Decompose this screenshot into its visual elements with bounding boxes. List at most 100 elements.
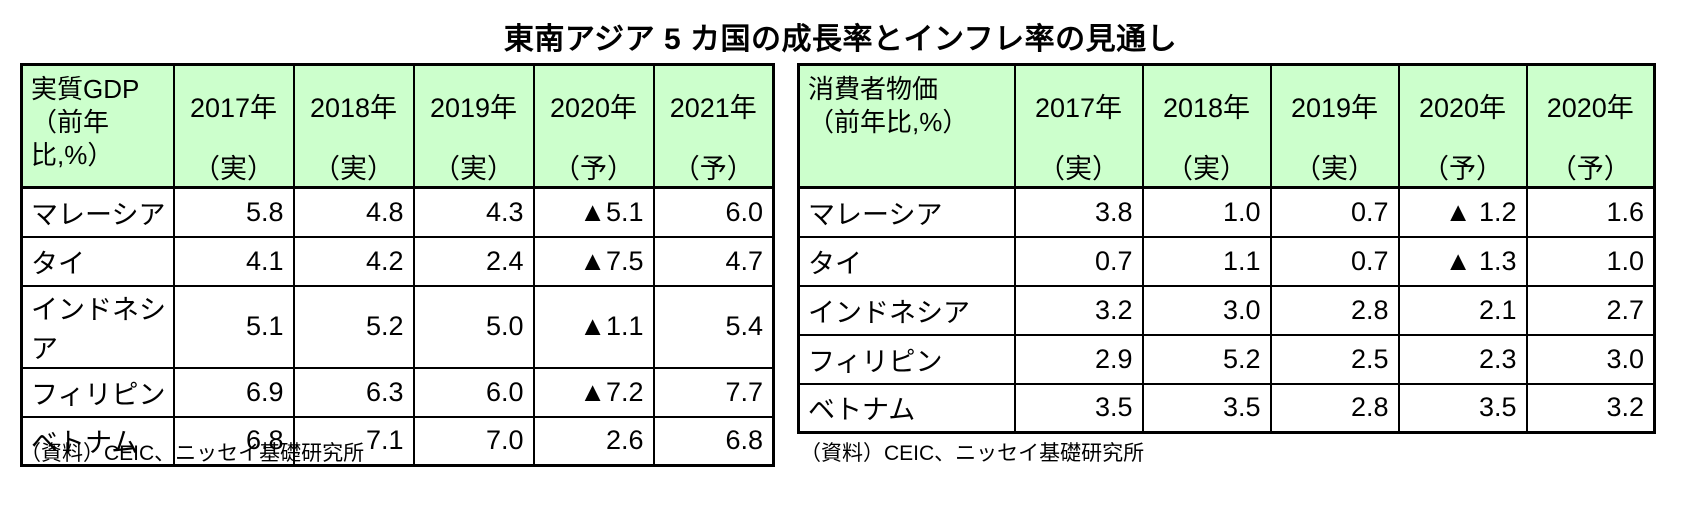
- value-cell: 3.8: [1013, 186, 1144, 238]
- actual-forecast-mark: （予）: [1422, 154, 1503, 184]
- value-cell: 6.9: [172, 366, 295, 418]
- country-name-cell: マレーシア: [797, 186, 1016, 238]
- actual-forecast-mark: （実）: [1294, 154, 1375, 184]
- value-cell: 5.2: [292, 284, 415, 369]
- year-column-header: 2020年 （予）: [532, 63, 655, 189]
- value-cell: 1.1: [1141, 235, 1272, 287]
- value-cell: 1.6: [1525, 186, 1656, 238]
- country-name-cell: インドネシア: [20, 284, 175, 369]
- value-cell: 6.8: [652, 415, 775, 467]
- value-cell: ▲ 1.3: [1397, 235, 1528, 287]
- figure-title: 東南アジア 5 カ国の成長率とインフレ率の見通し: [503, 23, 1178, 56]
- year-label: 2020年: [1418, 93, 1507, 123]
- value-cell: 3.2: [1525, 382, 1656, 434]
- value-cell: 2.1: [1397, 284, 1528, 336]
- value-cell: 5.8: [172, 186, 295, 238]
- value-cell: 5.0: [412, 284, 535, 369]
- value-cell: 2.8: [1269, 382, 1400, 434]
- value-cell: 2.3: [1397, 333, 1528, 385]
- source-note: （資料）CEIC、ニッセイ基礎研究所: [20, 442, 365, 465]
- actual-forecast-mark: （予）: [553, 154, 634, 184]
- table-row: タイ 0.7 1.1 0.7 ▲ 1.3 1.0: [797, 235, 1656, 287]
- year-column-header: 2021年 （予）: [652, 63, 775, 189]
- actual-forecast-mark: （実）: [193, 154, 274, 184]
- value-cell: 4.8: [292, 186, 415, 238]
- year-column-header: 2020年 （予）: [1525, 63, 1656, 189]
- country-name-cell: フィリピン: [20, 366, 175, 418]
- table-title-line1: 消費者物価: [808, 74, 939, 104]
- actual-forecast-mark: （実）: [1166, 154, 1247, 184]
- value-cell: 2.9: [1013, 333, 1144, 385]
- year-label: 2017年: [189, 93, 278, 123]
- table-row: フィリピン 2.9 5.2 2.5 2.3 3.0: [797, 333, 1656, 385]
- value-cell: 2.4: [412, 235, 535, 287]
- consumer-prices-table: 消費者物価 （前年比,%） 2017年 （実） 2018年 （実） 2019年 …: [797, 63, 1656, 434]
- value-cell: 5.2: [1141, 333, 1272, 385]
- table-title-line2: （前年比,%）: [808, 107, 969, 137]
- year-column-header: 2017年 （実）: [1013, 63, 1144, 189]
- table-title-line2: （前年比,%）: [31, 107, 114, 170]
- table-row: マレーシア 3.8 1.0 0.7 ▲ 1.2 1.6: [797, 186, 1656, 238]
- country-name-cell: インドネシア: [797, 284, 1016, 336]
- year-label: 2019年: [1290, 93, 1379, 123]
- table-row: マレーシア 5.8 4.8 4.3 ▲5.1 6.0: [20, 186, 775, 238]
- year-label: 2020年: [549, 93, 638, 123]
- table-row: フィリピン 6.9 6.3 6.0 ▲7.2 7.7: [20, 366, 775, 418]
- table-row: ベトナム 6.8 7.1 7.0 2.6 6.8: [20, 415, 775, 467]
- table-corner-label: 消費者物価 （前年比,%）: [797, 63, 1016, 189]
- value-cell: 3.5: [1141, 382, 1272, 434]
- value-cell: 2.7: [1525, 284, 1656, 336]
- country-name-cell: フィリピン: [797, 333, 1016, 385]
- value-cell: 0.7: [1013, 235, 1144, 287]
- value-cell: ▲5.1: [532, 186, 655, 238]
- actual-forecast-mark: （実）: [1038, 154, 1119, 184]
- value-cell: 7.0: [412, 415, 535, 467]
- actual-forecast-mark: （予）: [672, 154, 754, 184]
- value-cell: 6.3: [292, 366, 415, 418]
- year-column-header: 2018年 （実）: [1141, 63, 1272, 189]
- value-cell: 7.1: [292, 415, 415, 467]
- actual-forecast-mark: （予）: [1549, 154, 1631, 184]
- country-name-cell: タイ: [20, 235, 175, 287]
- year-label: 2020年: [1546, 93, 1634, 123]
- value-cell: 1.0: [1141, 186, 1272, 238]
- table-corner-label: 実質GDP （前年比,%）: [20, 63, 175, 189]
- value-cell: 3.0: [1525, 333, 1656, 385]
- value-cell: 0.7: [1269, 235, 1400, 287]
- table-row: タイ 4.1 4.2 2.4 ▲7.5 4.7: [20, 235, 775, 287]
- year-label: 2019年: [429, 93, 518, 123]
- year-label: 2018年: [309, 93, 398, 123]
- value-cell: ▲7.5: [532, 235, 655, 287]
- value-cell: 5.1: [172, 284, 295, 369]
- header-row: 消費者物価 （前年比,%） 2017年 （実） 2018年 （実） 2019年 …: [797, 63, 1656, 189]
- table-row: インドネシア 3.2 3.0 2.8 2.1 2.7: [797, 284, 1656, 336]
- value-cell: 5.4: [652, 284, 775, 369]
- year-label: 2021年: [669, 93, 757, 123]
- value-cell: 4.2: [292, 235, 415, 287]
- value-cell: 2.6: [532, 415, 655, 467]
- table-row: ベトナム 3.5 3.5 2.8 3.5 3.2: [797, 382, 1656, 434]
- value-cell: 7.7: [652, 366, 775, 418]
- value-cell: 6.0: [652, 186, 775, 238]
- year-label: 2018年: [1162, 93, 1251, 123]
- table-row: インドネシア 5.1 5.2 5.0 ▲1.1 5.4: [20, 284, 775, 369]
- country-name-cell: ベトナム: [20, 415, 175, 467]
- value-cell: 6.8: [172, 415, 295, 467]
- country-name-cell: タイ: [797, 235, 1016, 287]
- value-cell: 3.5: [1397, 382, 1528, 434]
- actual-forecast-mark: （実）: [433, 154, 514, 184]
- value-cell: 3.0: [1141, 284, 1272, 336]
- value-cell: 6.0: [412, 366, 535, 418]
- actual-forecast-mark: （実）: [313, 154, 394, 184]
- value-cell: ▲7.2: [532, 366, 655, 418]
- country-name-cell: ベトナム: [797, 382, 1016, 434]
- year-column-header: 2019年 （実）: [412, 63, 535, 189]
- value-cell: 0.7: [1269, 186, 1400, 238]
- real-gdp-table: 実質GDP （前年比,%） 2017年 （実） 2018年 （実） 2019年 …: [20, 63, 775, 467]
- value-cell: 3.5: [1013, 382, 1144, 434]
- value-cell: ▲1.1: [532, 284, 655, 369]
- value-cell: 4.3: [412, 186, 535, 238]
- table-title-line1: 実質GDP: [31, 74, 140, 104]
- source-note: （資料）CEIC、ニッセイ基礎研究所: [800, 442, 1145, 465]
